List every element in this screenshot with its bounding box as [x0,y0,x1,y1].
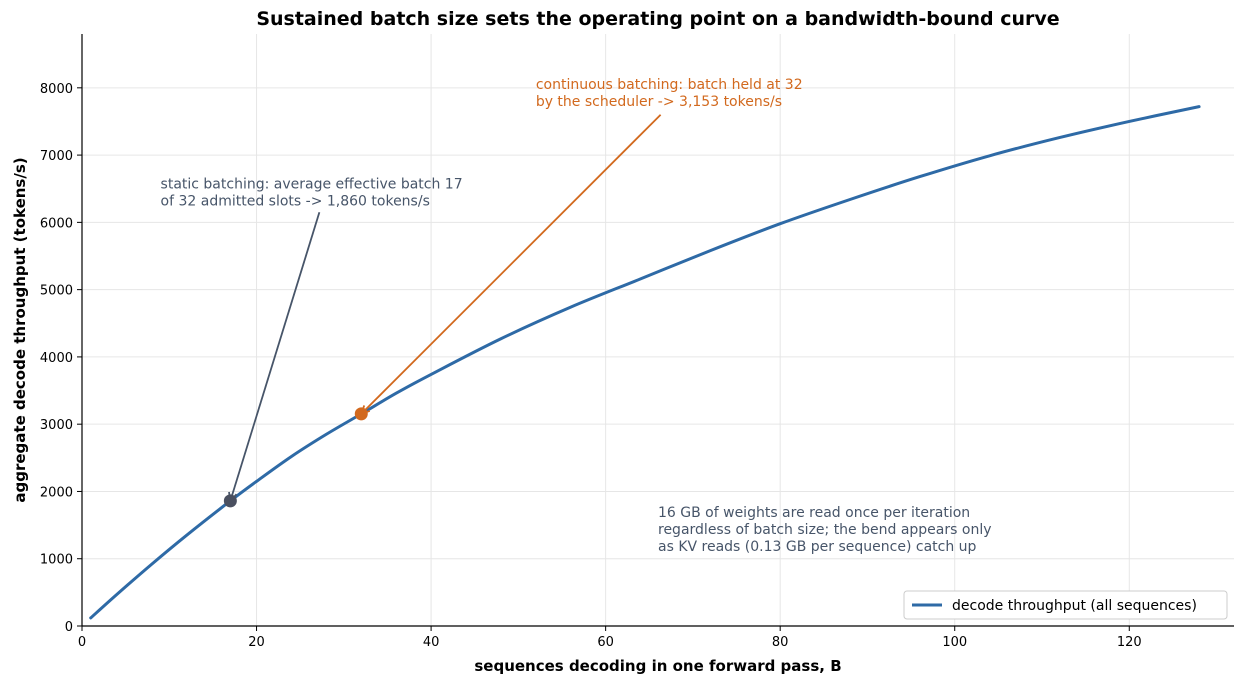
annotation-arrow [360,114,662,415]
x-tick-label: 100 [942,635,967,650]
operating-point-marker [223,494,237,508]
y-tick-label: 5000 [40,284,73,299]
x-tick-label: 80 [772,635,789,650]
annotation-line: as KV reads (0.13 GB per sequence) catch… [658,539,977,555]
annotation-line: 16 GB of weights are read once per itera… [658,505,970,521]
y-tick-label: 8000 [40,82,73,97]
x-tick-label: 40 [423,635,440,650]
annotation-text: static batching: average effective batch… [161,177,463,210]
annotation-line: static batching: average effective batch… [161,177,463,193]
y-tick-label: 3000 [40,418,73,433]
annotations: static batching: average effective batch… [161,77,992,555]
x-tick-label: 20 [248,635,265,650]
annotation-line: continuous batching: batch held at 32 [536,77,803,93]
series-line [89,105,1201,620]
operating-points [223,407,368,508]
y-tick-label: 7000 [40,149,73,164]
legend-box [903,590,1228,620]
legend-label: decode throughput (all sequences) [952,598,1197,614]
axes [77,34,1234,631]
x-axis-label: sequences decoding in one forward pass, … [474,657,841,675]
y-tick-label: 0 [65,620,73,635]
tick-labels: 0 20 40 60 80 100 120 0 1000 2000 3000 4000 5000 6000… [40,82,1142,650]
annotation-line: of 32 admitted slots -> 1,860 tokens/s [161,194,430,210]
y-tick-label: 1000 [40,553,73,568]
annotation-text: 16 GB of weights are read once per itera… [658,505,992,555]
annotation-arrows [228,114,662,503]
y-tick-label: 4000 [40,351,73,366]
annotation-text: continuous batching: batch held at 32 by … [536,77,803,110]
operating-point-marker [354,407,368,421]
annotation-arrow [229,212,321,502]
x-tick-label: 60 [597,635,614,650]
chart-title: Sustained batch size sets the operating … [256,8,1059,30]
y-axis-label: aggregate decode throughput (tokens/s) [11,157,29,502]
series-layer [89,105,1201,620]
annotation-line: regardless of batch size; the bend appea… [658,522,992,538]
x-tick-label: 120 [1117,635,1142,650]
x-tick-label: 0 [78,635,86,650]
annotation-line: by the scheduler -> 3,153 tokens/s [536,94,782,110]
legend: decode throughput (all sequences) [903,590,1228,620]
y-tick-label: 6000 [40,216,73,231]
y-tick-label: 2000 [40,485,73,500]
